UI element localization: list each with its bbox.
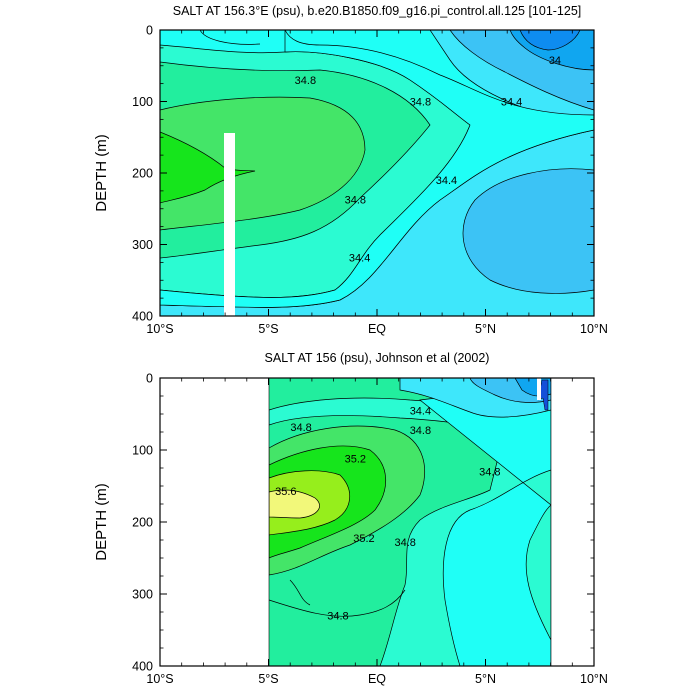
- y-tick-label: 100: [132, 95, 153, 109]
- x-tick-label: 5°S: [258, 322, 278, 336]
- fill-350: [160, 96, 366, 231]
- x-tick-label: EQ: [368, 672, 386, 686]
- y-tick-label: 400: [132, 310, 153, 324]
- contour-label: 34.4: [410, 405, 431, 417]
- contour-label: 34.8: [290, 422, 311, 434]
- y-tick-label: 100: [132, 444, 153, 458]
- panel-model-ylabel: DEPTH (m): [93, 134, 110, 212]
- fill-340-se: [462, 168, 594, 294]
- panel-model-axes: 10°S 5°S EQ 5°N 10°N 0 100 200 300 400: [132, 24, 608, 337]
- obs-fill-356: [269, 489, 320, 519]
- panel-observed-axes: 10°S 5°S EQ 5°N 10°N 0 100 200 300 400: [132, 372, 608, 687]
- panel-model-title: SALT AT 156.3°E (psu), b.e20.B1850.f09_g…: [173, 4, 582, 18]
- y-tick-label: 200: [132, 167, 153, 181]
- y-tick-label: 0: [146, 372, 153, 386]
- contour-label: 34.8: [327, 611, 348, 623]
- panel-model-contour-fill: [160, 30, 594, 316]
- panel-observed-ylabel: DEPTH (m): [93, 483, 110, 561]
- x-tick-label: 10°S: [146, 322, 173, 336]
- panel-observed-title: SALT AT 156 (psu), Johnson et al (2002): [265, 351, 490, 365]
- contour-label: 34.8: [410, 425, 431, 437]
- contour-label: 34: [549, 55, 561, 67]
- contour-label: 34.8: [410, 97, 431, 109]
- panel-observed-contour-fill: [269, 378, 551, 666]
- contour-label: 34.4: [349, 252, 370, 264]
- fill-346-mid: [160, 30, 594, 308]
- missing-data-bar: [224, 133, 235, 316]
- y-tick-label: 200: [132, 516, 153, 530]
- y-tick-label: 400: [132, 660, 153, 674]
- contour-label: 34.8: [394, 537, 415, 549]
- x-tick-label: 5°S: [258, 672, 278, 686]
- panel-model: SALT AT 156.3°E (psu), b.e20.B1850.f09_g…: [93, 4, 608, 336]
- contour-label: 34.8: [479, 467, 500, 479]
- panel-observed: SALT AT 156 (psu), Johnson et al (2002): [93, 351, 608, 686]
- fill-334: [519, 30, 581, 51]
- fill-352: [160, 131, 256, 204]
- contour-label: 35.2: [353, 533, 374, 545]
- contour-label: 35.2: [345, 454, 366, 466]
- y-tick-label: 300: [132, 238, 153, 252]
- x-tick-label: 5°N: [475, 672, 496, 686]
- x-tick-label: EQ: [368, 322, 386, 336]
- x-tick-label: 10°N: [580, 672, 608, 686]
- y-tick-label: 0: [146, 24, 153, 38]
- panel-observed-contour-labels: 34.8 34.4 34.8 35.2 35.6 34.8 35.2 34.8 34.8: [275, 405, 500, 622]
- obs-missing-top: [537, 378, 541, 400]
- contour-label: 34.8: [345, 194, 366, 206]
- panel-model-contour-labels: 34.8 34.8 34.4 34 34.4 34.8 34.4: [295, 55, 561, 264]
- y-tick-label: 300: [132, 588, 153, 602]
- contour-label: 34.4: [436, 175, 457, 187]
- x-tick-label: 10°N: [580, 322, 608, 336]
- contour-label: 35.6: [275, 486, 296, 498]
- contour-label: 34.4: [501, 97, 522, 109]
- x-tick-label: 10°S: [146, 672, 173, 686]
- x-tick-label: 5°N: [475, 322, 496, 336]
- contour-label: 34.8: [295, 75, 316, 87]
